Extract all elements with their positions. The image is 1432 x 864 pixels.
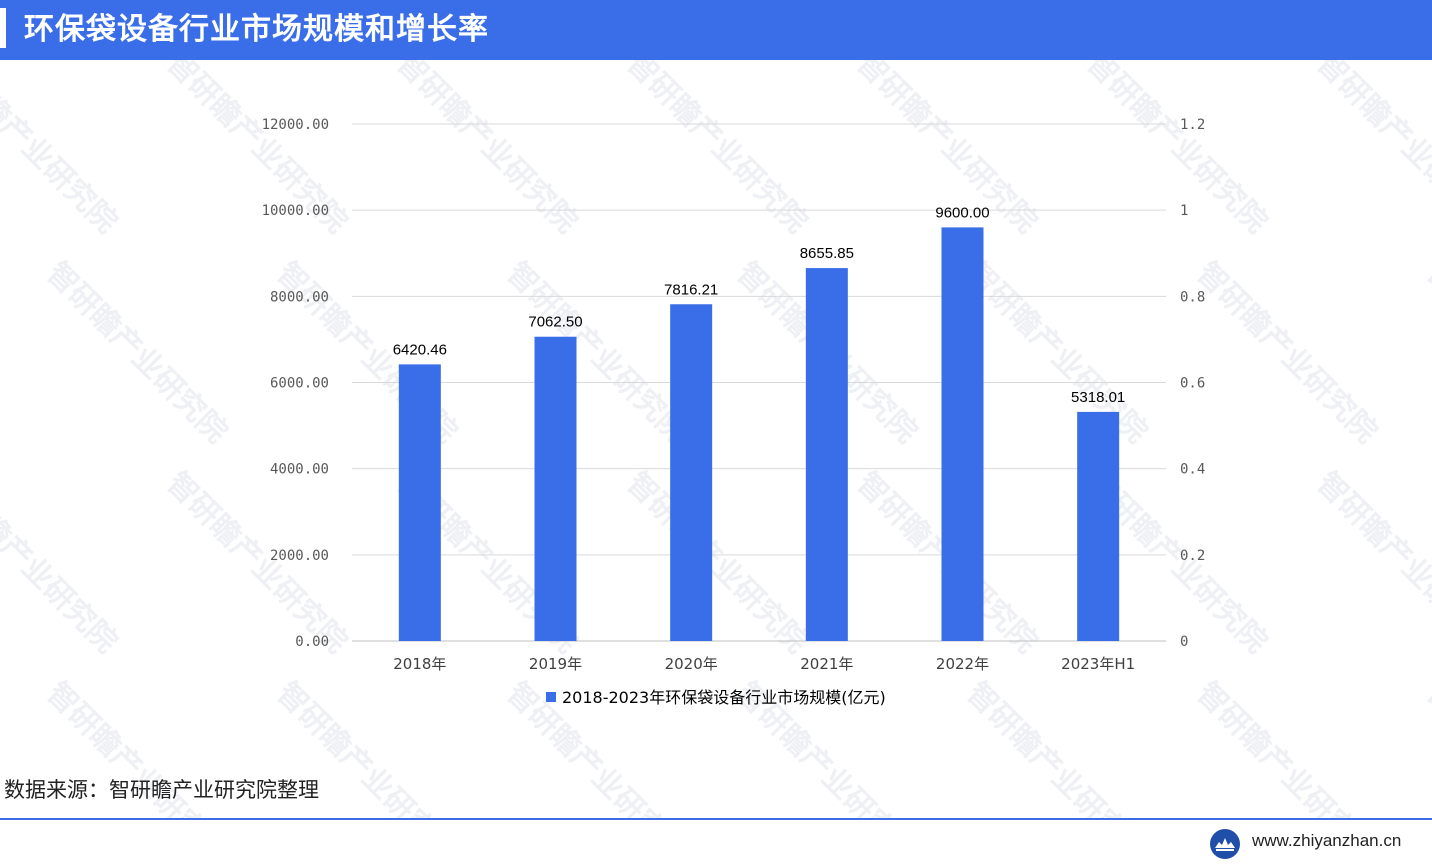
- y2-axis-tick-label: 0.6: [1180, 376, 1205, 392]
- footer-url[interactable]: www.zhiyanzhan.cn: [1252, 831, 1402, 850]
- y2-axis-tick-label: 0.8: [1180, 289, 1205, 305]
- title-accent-bar: [0, 8, 6, 48]
- bar-data-label: 6420.46: [393, 341, 447, 358]
- bar: [941, 227, 984, 641]
- bar: [398, 364, 441, 641]
- y-axis-tick-label: 0.00: [295, 634, 329, 650]
- y-axis-tick-label: 4000.00: [270, 462, 329, 478]
- bar-data-label: 5318.01: [1071, 389, 1125, 406]
- data-source: 数据来源：智研瞻产业研究院整理: [4, 778, 319, 802]
- bar: [670, 304, 713, 641]
- bar-data-label: 9600.00: [935, 204, 989, 221]
- x-axis-tick-label: 2021年: [800, 655, 853, 673]
- y-axis-tick-label: 8000.00: [270, 289, 329, 305]
- bar-data-label: 7062.50: [528, 314, 582, 331]
- y-axis-tick-label: 2000.00: [270, 548, 329, 564]
- y2-axis-tick-label: 1: [1180, 203, 1188, 219]
- bar: [534, 336, 577, 641]
- site-logo-icon: [1210, 829, 1240, 859]
- x-axis-tick-label: 2019年: [529, 655, 582, 673]
- y-axis-tick-label: 12000.00: [262, 117, 329, 133]
- y2-axis-tick-label: 1.2: [1180, 117, 1205, 133]
- bar: [1077, 411, 1120, 641]
- y2-axis-tick-label: 0.4: [1180, 462, 1205, 478]
- bar-chart: 0.00 2000.00 4000.00 6000.00 8000.00 10000.00…: [262, 117, 1206, 707]
- x-axis-tick-label: 2023年H1: [1061, 655, 1135, 673]
- y2-axis-tick-label: 0: [1180, 634, 1188, 650]
- x-axis-tick-label: 2020年: [665, 655, 718, 673]
- x-axis-tick-label: 2022年: [936, 655, 989, 673]
- title-banner: 环保袋设备行业市场规模和增长率: [0, 0, 1432, 60]
- legend-swatch: [546, 692, 556, 702]
- bar: [805, 268, 848, 641]
- y2-axis-tick-label: 0.2: [1180, 548, 1205, 564]
- footer-divider: [0, 818, 1432, 820]
- y-axis-tick-label: 6000.00: [270, 376, 329, 392]
- bar-data-label: 7816.21: [664, 281, 718, 298]
- page-title: 环保袋设备行业市场规模和增长率: [24, 12, 489, 47]
- x-axis-tick-label: 2018年: [393, 655, 446, 673]
- y-axis-tick-label: 10000.00: [262, 203, 329, 219]
- legend-label: 2018-2023年环保袋设备行业市场规模(亿元): [562, 688, 886, 707]
- bar-data-label: 8655.85: [800, 245, 854, 262]
